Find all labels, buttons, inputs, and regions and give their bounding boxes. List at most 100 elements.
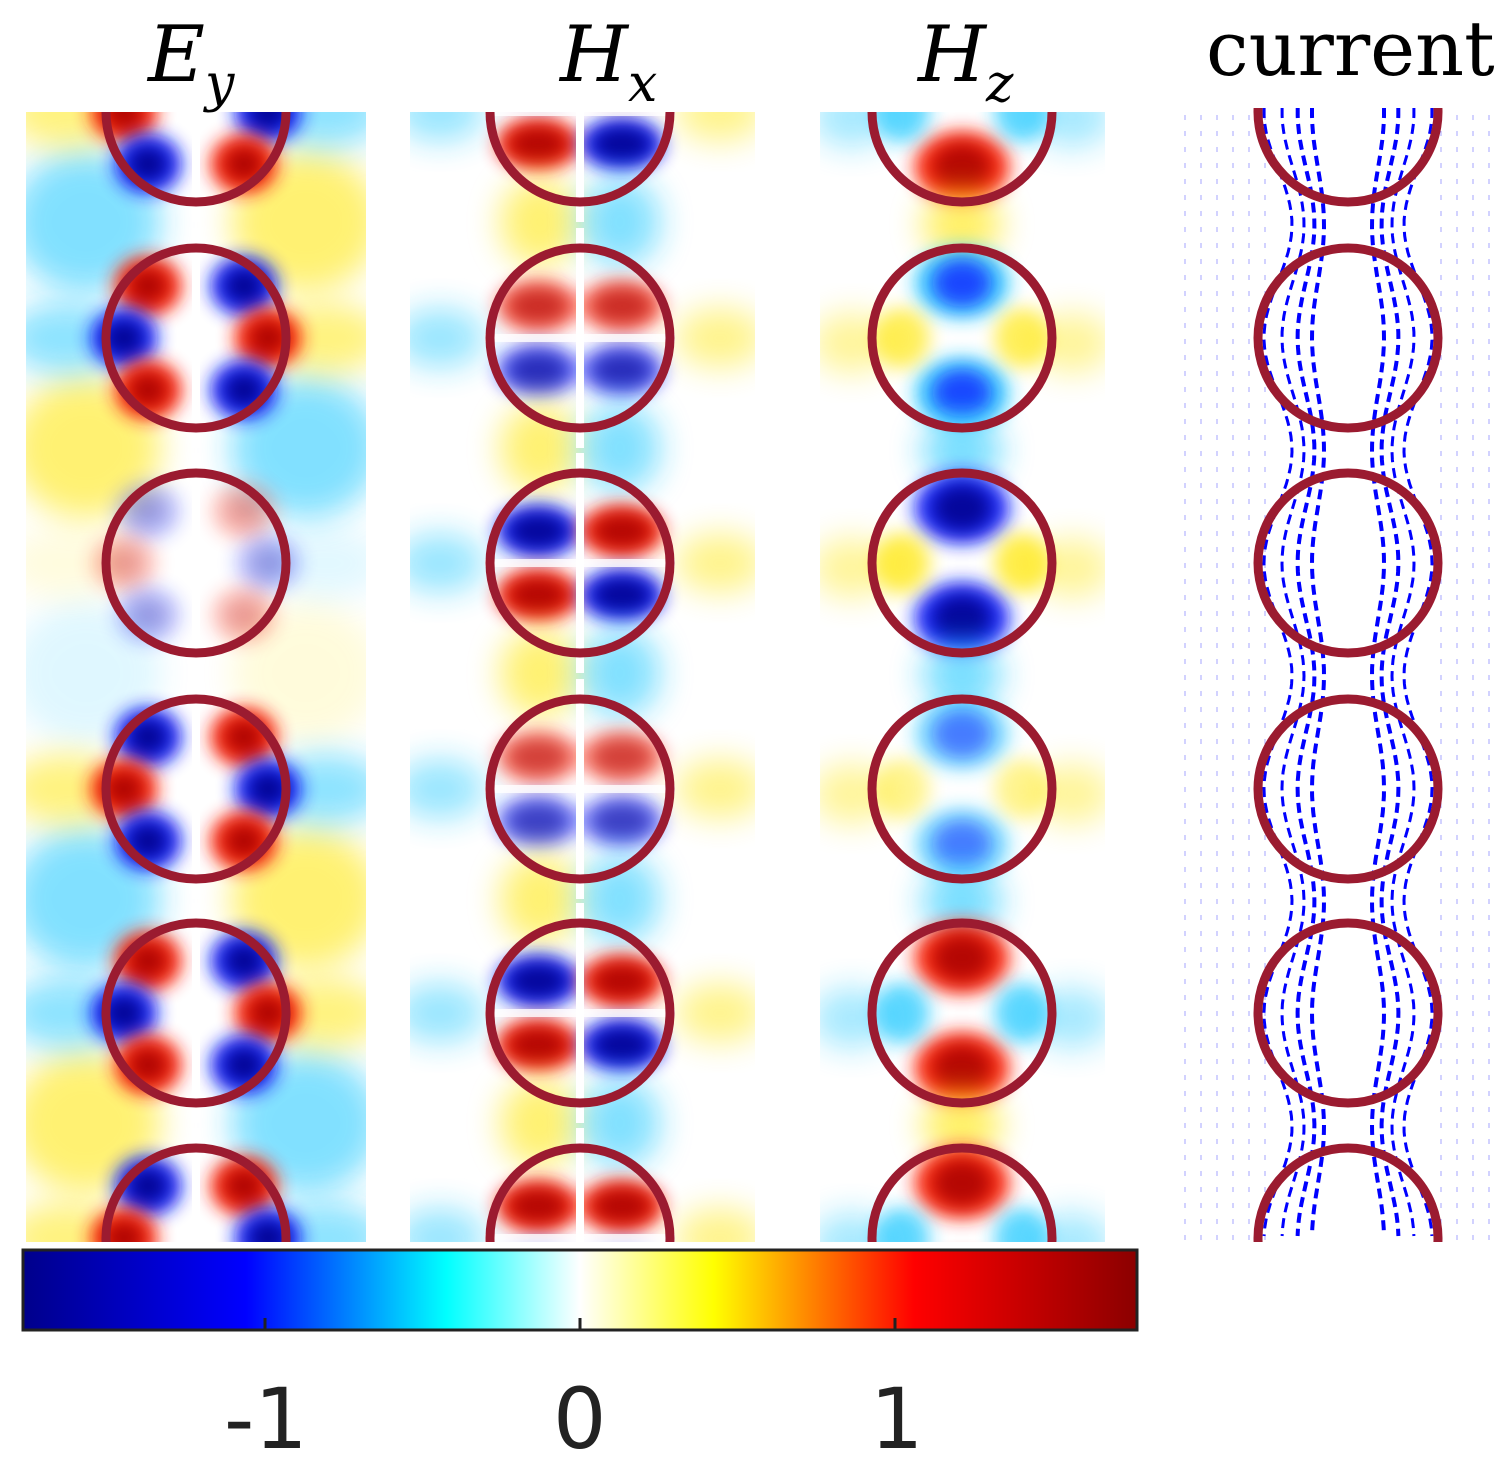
node-line (192, 679, 200, 899)
field-lobe (128, 146, 168, 182)
field-lobe (224, 146, 264, 182)
field-lobe (104, 1220, 144, 1242)
field-lobe (932, 1159, 992, 1207)
field-lobe (128, 268, 168, 304)
field-lobe (592, 126, 652, 162)
panel-title-hx: Hx (560, 10, 658, 114)
field-lobe (410, 112, 485, 142)
field-lobe (592, 1188, 652, 1224)
rod-outline (485, 112, 675, 207)
field-lobe (508, 288, 568, 324)
rod-outline (1253, 1143, 1443, 1242)
colorbar-label-0: 0 (553, 1370, 607, 1468)
field-lobe (224, 372, 264, 408)
colorbar (21, 1248, 1139, 1332)
field-lobe (224, 493, 264, 529)
field-lobe (410, 308, 485, 368)
field-lobe (128, 493, 168, 529)
rod-outline (867, 468, 1057, 658)
node-line (576, 1128, 584, 1242)
field-lobe (508, 62, 568, 98)
rod-outline (485, 468, 675, 658)
field-lobe (224, 943, 264, 979)
field-lobe (248, 545, 288, 581)
rod-outline-group (1253, 108, 1443, 1242)
rod-outline (867, 918, 1057, 1108)
field-lobe (932, 484, 992, 532)
field-lobe (508, 739, 568, 775)
field-lobe (104, 320, 144, 356)
node-line (192, 228, 200, 448)
colorbar-label-1: 1 (870, 1370, 924, 1468)
field-lobe (932, 143, 992, 191)
field-lobe (128, 597, 168, 633)
field-lobe (128, 943, 168, 979)
field-lobe (922, 641, 1002, 709)
rod-outline (867, 1143, 1057, 1242)
field-lobe (932, 369, 992, 417)
field-lobe (104, 771, 144, 807)
rod-outline-group (101, 112, 291, 1242)
rod-outline (1253, 243, 1443, 433)
node-line (485, 1009, 675, 1017)
field-lobe (675, 533, 755, 593)
field-lobe (128, 823, 168, 859)
field-lobe (248, 995, 288, 1031)
field-lobe (128, 719, 168, 755)
rod-outline (867, 694, 1057, 884)
rod-outline (101, 1143, 291, 1242)
rod-outline (101, 468, 291, 658)
node-line (192, 903, 200, 1123)
field-lobe (224, 1168, 264, 1204)
ey-field-map (26, 112, 366, 1242)
rod-outline (485, 1143, 675, 1242)
field-lobe (675, 983, 755, 1043)
rod-outline-group (867, 112, 1057, 1242)
panel-title-hz: Hz (918, 10, 1014, 114)
rod-outlines (101, 108, 1443, 1242)
current-vector-map (1184, 108, 1490, 1240)
node-line (576, 112, 584, 222)
rod-outline (101, 918, 291, 1108)
field-lobe (592, 1027, 652, 1063)
field-lobe (508, 963, 568, 999)
rod-outline (485, 918, 675, 1108)
field-lobe (675, 1208, 755, 1242)
node-line (192, 453, 200, 673)
node-line (485, 559, 675, 567)
field-lobe (224, 268, 264, 304)
field-lobe (410, 759, 485, 819)
rod-outline (1253, 694, 1443, 884)
field-lobe (224, 823, 264, 859)
rod-outline (485, 694, 675, 884)
field-lobe (592, 352, 652, 388)
current-streamline (1280, 108, 1306, 1237)
field-lobe (104, 995, 144, 1031)
field-lobe (922, 1091, 1002, 1159)
field-lobe (675, 308, 755, 368)
current-streamline (1390, 108, 1416, 1237)
field-lobe (508, 577, 568, 613)
field-lobe (508, 1027, 568, 1063)
field-lobe (592, 963, 652, 999)
field-lobe (592, 288, 652, 324)
node-line (192, 112, 200, 222)
current-streamline (1295, 108, 1317, 1237)
field-lobe (104, 112, 144, 130)
panel-title-ey: Ey (148, 10, 235, 114)
field-lobe (932, 934, 992, 982)
rod-outline (1253, 918, 1443, 1108)
node-line (485, 334, 675, 342)
field-lobe (675, 759, 755, 819)
field-lobe (508, 1188, 568, 1224)
field-lobe (592, 513, 652, 549)
rod-outline (101, 243, 291, 433)
field-lobe (248, 1220, 288, 1242)
field-lobe (224, 1047, 264, 1083)
field-lobe (104, 545, 144, 581)
field-lobe (508, 513, 568, 549)
rod-outline-group (485, 112, 675, 1242)
rod-outline (1253, 108, 1443, 207)
